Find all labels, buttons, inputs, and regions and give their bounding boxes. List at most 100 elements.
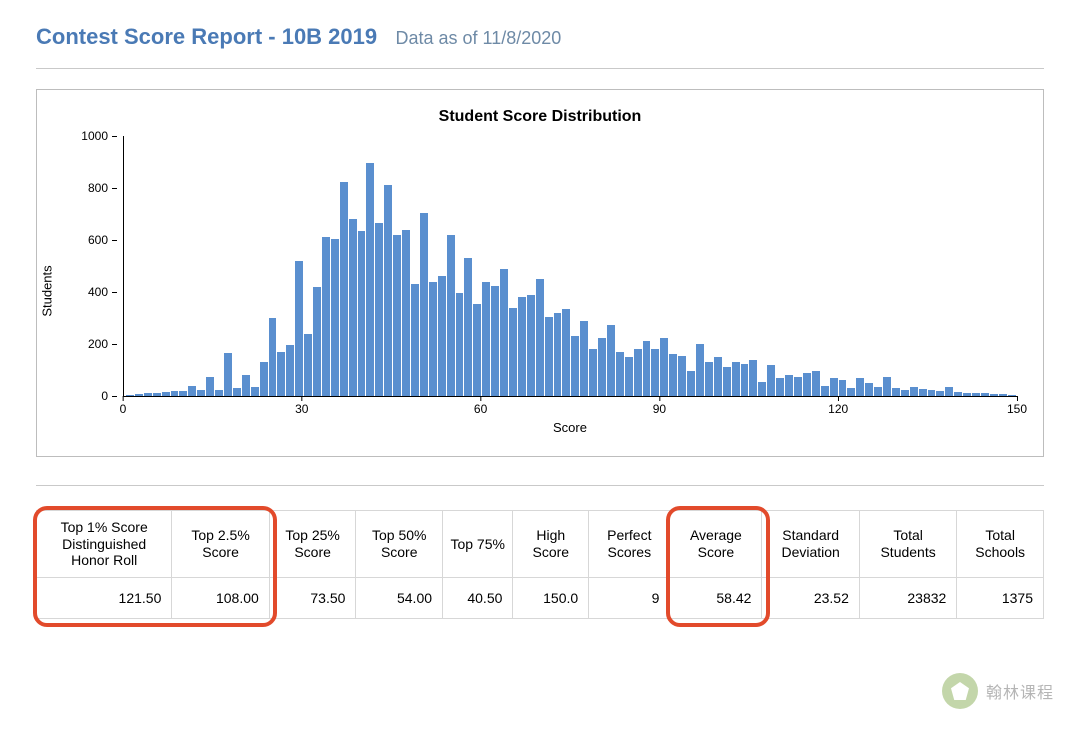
histogram-bar: [402, 230, 410, 396]
histogram-bar: [135, 394, 143, 396]
histogram-bar: [821, 386, 829, 396]
histogram-bar: [990, 394, 998, 396]
histogram-bar: [411, 284, 419, 396]
stats-column-header: Standard Deviation: [762, 511, 859, 578]
stats-cell: 58.42: [670, 578, 762, 619]
x-tick: 120: [828, 402, 848, 416]
histogram-bar: [812, 371, 820, 396]
y-tick: 1000: [67, 129, 117, 143]
plot-area: [123, 136, 1017, 397]
stats-cell: 1375: [957, 578, 1044, 619]
x-axis-label: Score: [123, 420, 1017, 435]
contest-name: 10B 2019: [282, 24, 377, 49]
y-tick: 400: [67, 285, 117, 299]
histogram-bar: [188, 386, 196, 396]
histogram-bar: [491, 286, 499, 397]
histogram-bar: [518, 297, 526, 396]
histogram-bar: [803, 373, 811, 396]
histogram-bar: [936, 391, 944, 396]
histogram-bar: [366, 163, 374, 396]
stats-cell: 9: [589, 578, 670, 619]
y-axis-ticks: 02004006008001000: [67, 136, 117, 396]
histogram-bar: [206, 377, 214, 397]
histogram-bar: [928, 390, 936, 396]
histogram-bar: [295, 261, 303, 396]
histogram-bar: [562, 309, 570, 396]
histogram-bar: [1008, 395, 1016, 396]
histogram-bar: [571, 336, 579, 396]
histogram-bar: [375, 223, 383, 396]
stats-column-header: Average Score: [670, 511, 762, 578]
x-tick: 0: [120, 402, 127, 416]
divider: [36, 68, 1044, 69]
stats-table: Top 1% Score Distinguished Honor RollTop…: [36, 510, 1044, 619]
y-tick: 800: [67, 181, 117, 195]
histogram-bar: [197, 390, 205, 396]
histogram-bar: [580, 321, 588, 396]
histogram-bar: [794, 377, 802, 397]
histogram-bar: [847, 388, 855, 396]
stats-column-header: High Score: [513, 511, 589, 578]
histogram-bar: [179, 391, 187, 396]
histogram-bar: [981, 393, 989, 396]
histogram-bar: [625, 357, 633, 396]
stats-cell: 54.00: [356, 578, 443, 619]
watermark-logo-icon: [942, 673, 978, 709]
histogram-bar: [723, 367, 731, 396]
data-asof-date: 11/8/2020: [483, 28, 562, 48]
histogram-bar: [589, 349, 597, 396]
x-tick: 30: [295, 402, 308, 416]
histogram-bar: [634, 349, 642, 396]
x-tick: 90: [653, 402, 666, 416]
histogram-bar: [830, 378, 838, 396]
histogram-bar: [251, 387, 259, 396]
histogram-bar: [651, 349, 659, 396]
stats-column-header: Top 75%: [443, 511, 513, 578]
histogram-bar: [856, 378, 864, 396]
histogram-bar: [767, 365, 775, 396]
histogram-bar: [464, 258, 472, 396]
histogram-bar: [776, 378, 784, 396]
histogram-bar: [883, 377, 891, 397]
watermark-text: 翰林课程: [986, 679, 1054, 703]
histogram-bar: [171, 391, 179, 396]
histogram-bar: [215, 390, 223, 397]
histogram-bar: [785, 375, 793, 396]
histogram-bar: [144, 393, 152, 396]
histogram-bar: [536, 279, 544, 396]
histogram-bar: [910, 387, 918, 396]
stats-cell: 150.0: [513, 578, 589, 619]
y-tick: 600: [67, 233, 117, 247]
chart-title: Student Score Distribution: [53, 108, 1027, 126]
histogram-bar: [313, 287, 321, 396]
histogram-bar: [749, 360, 757, 396]
histogram-bar: [714, 357, 722, 396]
y-axis-label: Students: [40, 265, 55, 316]
histogram-bar: [277, 352, 285, 396]
histogram-bar: [678, 356, 686, 396]
histogram-bar: [500, 269, 508, 396]
histogram-bar: [527, 295, 535, 396]
histogram-bar: [732, 362, 740, 396]
histogram-bar: [999, 394, 1007, 396]
histogram-bar: [545, 317, 553, 396]
histogram-bar: [340, 182, 348, 397]
stats-column-header: Top 2.5% Score: [172, 511, 269, 578]
data-asof-label: Data as of: [395, 28, 482, 48]
histogram-bar: [758, 382, 766, 396]
table-header-row: Top 1% Score Distinguished Honor RollTop…: [37, 511, 1044, 578]
histogram-bar: [393, 235, 401, 396]
stats-cell: 108.00: [172, 578, 269, 619]
histogram-bars: [124, 136, 1017, 396]
table-row: 121.50108.0073.5054.0040.50150.0958.4223…: [37, 578, 1044, 619]
stats-column-header: Total Schools: [957, 511, 1044, 578]
stats-cell: 121.50: [37, 578, 172, 619]
histogram-bar: [242, 375, 250, 396]
divider: [36, 485, 1044, 486]
histogram-bar: [705, 362, 713, 396]
histogram-bar: [260, 362, 268, 396]
histogram-bar: [162, 392, 170, 396]
y-tick: 0: [67, 389, 117, 403]
histogram-bar: [892, 388, 900, 396]
stats-column-header: Top 1% Score Distinguished Honor Roll: [37, 511, 172, 578]
